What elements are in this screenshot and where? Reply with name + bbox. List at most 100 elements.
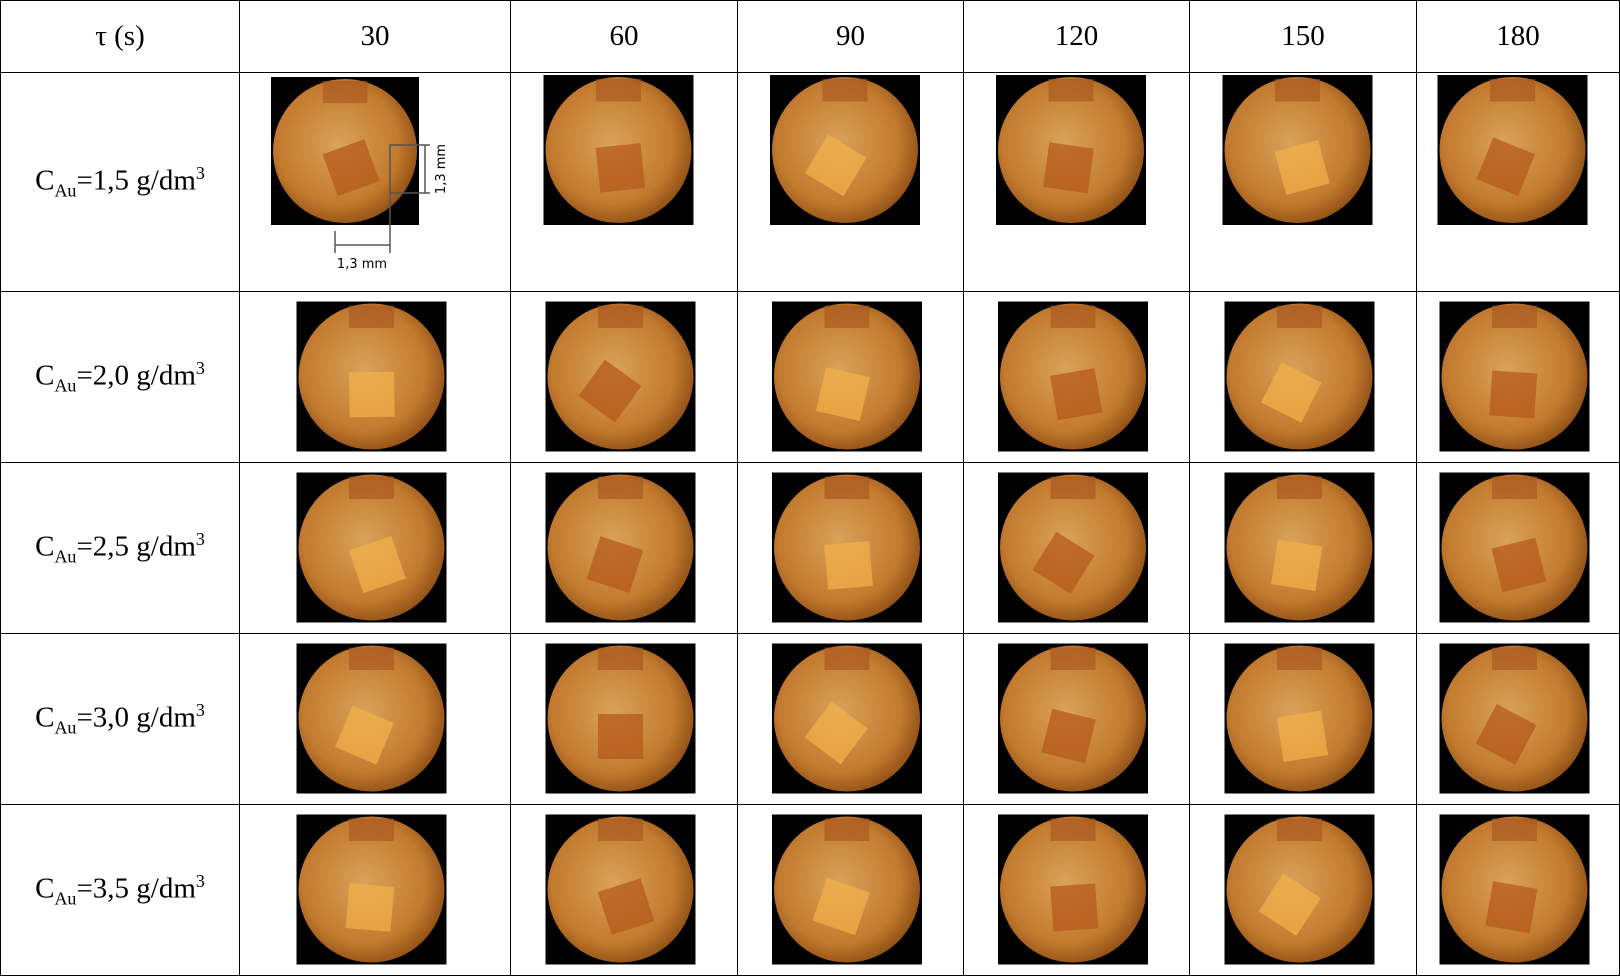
- micrograph: [545, 301, 696, 452]
- spot: [1476, 137, 1536, 196]
- header-cell: 150: [1188, 0, 1417, 73]
- spot: [1050, 368, 1103, 421]
- image-cell: [737, 804, 964, 976]
- spot: [348, 535, 406, 594]
- micrograph: [1224, 814, 1375, 965]
- image-cell: [1188, 804, 1417, 976]
- micrograph: [1224, 472, 1375, 623]
- subscript: Au: [54, 375, 77, 396]
- spot: [824, 647, 870, 670]
- superscript: 3: [195, 357, 205, 378]
- spot: [345, 883, 395, 932]
- image-cell: [962, 72, 1190, 292]
- image-cell: [962, 633, 1190, 805]
- row-label: CAu=3,5 g/dm3: [0, 804, 241, 976]
- image-cell: [1415, 72, 1620, 292]
- image-cell: [1188, 462, 1417, 634]
- data-row: CAu=3,0 g/dm3: [0, 633, 1620, 805]
- spot: [348, 371, 395, 418]
- image-cell: [239, 462, 512, 634]
- spot: [1276, 305, 1322, 328]
- spot: [1475, 703, 1537, 765]
- spot: [824, 305, 870, 328]
- image-cell: [737, 72, 964, 292]
- superscript: 3: [195, 870, 205, 891]
- spot: [598, 647, 644, 670]
- spot: [578, 359, 642, 423]
- spot: [1041, 708, 1096, 764]
- micrograph: [543, 75, 694, 225]
- spot: [1491, 818, 1537, 841]
- micrograph: [995, 75, 1146, 225]
- image-cell: [1415, 633, 1620, 805]
- micrograph: [772, 301, 922, 452]
- micrograph: [772, 814, 922, 965]
- spot: [1491, 537, 1547, 593]
- value: =3,0 g/dm: [76, 701, 196, 734]
- image-cell: [510, 291, 738, 463]
- micrograph: [1437, 75, 1588, 225]
- superscript: 3: [195, 699, 205, 720]
- micrograph: [1222, 75, 1373, 225]
- spot: [1491, 476, 1537, 499]
- micrograph: [997, 814, 1148, 965]
- spot: [822, 79, 868, 102]
- spot: [1276, 476, 1322, 499]
- image-cell: [510, 633, 738, 805]
- spot: [824, 818, 870, 841]
- spot: [349, 476, 395, 499]
- spot: [1489, 370, 1538, 419]
- image-cell: [239, 804, 512, 976]
- spot: [1258, 873, 1321, 936]
- micrograph: [296, 472, 447, 623]
- micrograph: 1,3 mm 1,3 mm: [271, 77, 449, 272]
- header-row: τ (s) 30 60 90 120 150 180: [0, 0, 1620, 73]
- value: =2,5 g/dm: [76, 530, 196, 563]
- image-cell: [510, 462, 738, 634]
- micrograph: [997, 643, 1148, 794]
- row-label: CAu=2,0 g/dm3: [0, 291, 241, 463]
- subscript: Au: [54, 888, 77, 909]
- image-cell: [239, 633, 512, 805]
- image-cell: 1,3 mm 1,3 mm: [239, 72, 512, 292]
- micrograph: [1224, 301, 1375, 452]
- image-cell: [1415, 291, 1620, 463]
- image-cell: [1188, 72, 1417, 292]
- spot: [1050, 818, 1096, 841]
- header-cell: 120: [962, 0, 1190, 73]
- header-cell: τ (s): [0, 0, 241, 73]
- spot: [334, 705, 395, 765]
- scale-line: [334, 144, 431, 253]
- row-label: CAu=1,5 g/dm3: [0, 72, 241, 292]
- image-cell: [737, 633, 964, 805]
- micrograph: [1439, 301, 1590, 452]
- scale-label: 1,3 mm: [434, 144, 449, 194]
- image-cell: [737, 291, 964, 463]
- spot: [1270, 539, 1323, 592]
- spot: [1261, 362, 1322, 423]
- spot: [824, 541, 873, 590]
- superscript: 3: [195, 162, 205, 183]
- spot: [1276, 647, 1322, 670]
- subscript: Au: [54, 546, 77, 567]
- symbol: C: [35, 164, 55, 197]
- micrograph: [296, 643, 447, 794]
- row-label: CAu=3,0 g/dm3: [0, 633, 241, 805]
- spot: [598, 476, 644, 499]
- spot: [349, 305, 395, 328]
- header-cell: 60: [510, 0, 738, 73]
- micrograph: [997, 301, 1148, 452]
- header-cell: 90: [737, 0, 964, 73]
- spot: [322, 139, 380, 197]
- symbol: C: [35, 701, 55, 734]
- spot: [1276, 710, 1329, 763]
- image-cell: [1415, 804, 1620, 976]
- spot: [1491, 305, 1537, 328]
- spot: [815, 367, 870, 422]
- micrograph: [772, 472, 922, 623]
- data-row: CAu=1,5 g/dm3 1,3 mm 1,3 mm: [0, 72, 1620, 292]
- image-cell: [962, 462, 1190, 634]
- symbol: C: [35, 359, 55, 392]
